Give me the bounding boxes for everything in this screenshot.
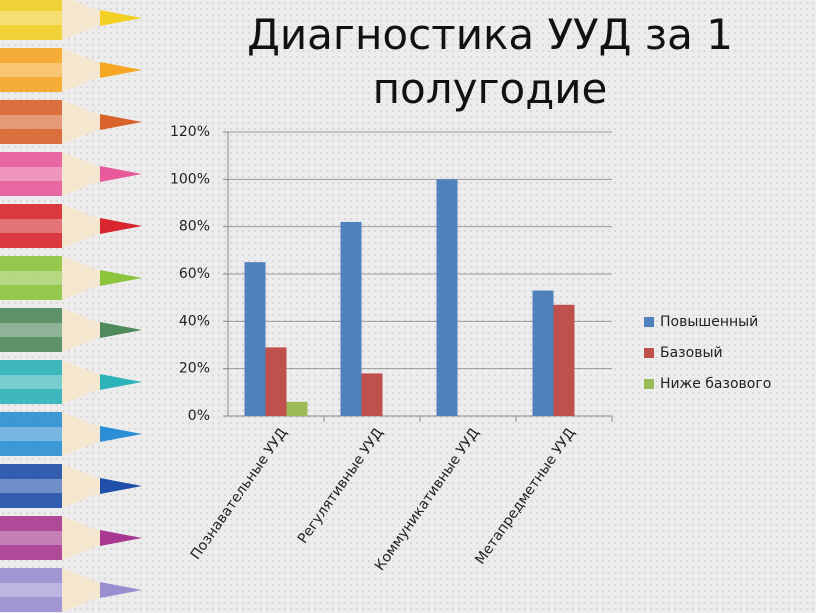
pencil-wood (62, 308, 118, 352)
pencil-stripe (0, 219, 62, 233)
pencil-tip (100, 426, 142, 442)
pencil-stripe (0, 531, 62, 545)
pencil-body (0, 308, 62, 352)
pencil-body (0, 48, 62, 92)
pencil-wood (62, 48, 118, 92)
bar (553, 304, 575, 416)
y-tick-label: 120% (170, 124, 210, 140)
pencil-body (0, 568, 62, 612)
pencil-stripe (0, 479, 62, 493)
pencil-tip (100, 218, 142, 234)
legend-label: Базовый (660, 345, 723, 361)
legend-swatch (644, 348, 654, 358)
y-tick-label: 0% (188, 408, 210, 424)
pencil-tip (100, 62, 142, 78)
bar (361, 373, 383, 416)
bar (340, 221, 362, 416)
pencil-decoration (0, 0, 142, 612)
pencil-tip (100, 530, 142, 546)
pencil-stripe (0, 115, 62, 129)
pencil-wood (62, 204, 118, 248)
pencil-tip (100, 322, 142, 338)
x-tick-label: Коммуникативные УУД (372, 425, 483, 573)
pencil-wood (62, 568, 118, 612)
chart-title: Диагностика УУД за 1 полугодие (247, 10, 733, 113)
pencil-body (0, 152, 62, 196)
pencil-tip (100, 114, 142, 130)
bar (265, 347, 287, 416)
pencil-stripe (0, 63, 62, 77)
y-tick-label: 100% (170, 171, 210, 187)
pencil-tip (100, 10, 142, 26)
legend-label: Повышенный (660, 314, 758, 330)
pencil-tip (100, 270, 142, 286)
y-tick-label: 40% (179, 313, 210, 329)
pencil-stripe (0, 427, 62, 441)
y-tick-label: 20% (179, 361, 210, 377)
bar (436, 179, 458, 416)
pencil-body (0, 256, 62, 300)
bar (286, 401, 308, 416)
pencil-wood (62, 256, 118, 300)
y-tick-label: 60% (179, 266, 210, 282)
pencil-body (0, 516, 62, 560)
legend-swatch (644, 317, 654, 327)
pencil-body (0, 360, 62, 404)
x-tick-label: Познавательные УУД (188, 425, 291, 562)
pencil-wood (62, 0, 118, 40)
pencil-body (0, 0, 62, 40)
pencil-tip (100, 166, 142, 182)
pencil-body (0, 100, 62, 144)
pencil-body (0, 412, 62, 456)
pencil-body (0, 464, 62, 508)
pencil-wood (62, 516, 118, 560)
y-tick-label: 80% (179, 219, 210, 235)
pencil-wood (62, 464, 118, 508)
x-tick-label: Метапредметные УУД (472, 425, 578, 567)
pencil-stripe (0, 375, 62, 389)
pencil-stripe (0, 167, 62, 181)
pencil-wood (62, 100, 118, 144)
pencil-wood (62, 360, 118, 404)
x-tick-label: Регулятивные УУД (295, 425, 387, 546)
pencil-body (0, 204, 62, 248)
bar (244, 262, 266, 416)
pencil-tip (100, 374, 142, 390)
bar (532, 290, 554, 416)
pencil-tip (100, 478, 142, 494)
pencil-stripe (0, 271, 62, 285)
pencil-wood (62, 412, 118, 456)
pencil-tip (100, 582, 142, 598)
pencil-stripe (0, 323, 62, 337)
legend-label: Ниже базового (660, 376, 771, 392)
legend-swatch (644, 379, 654, 389)
pencil-stripe (0, 583, 62, 597)
pencil-wood (62, 152, 118, 196)
pencil-stripe (0, 11, 62, 25)
